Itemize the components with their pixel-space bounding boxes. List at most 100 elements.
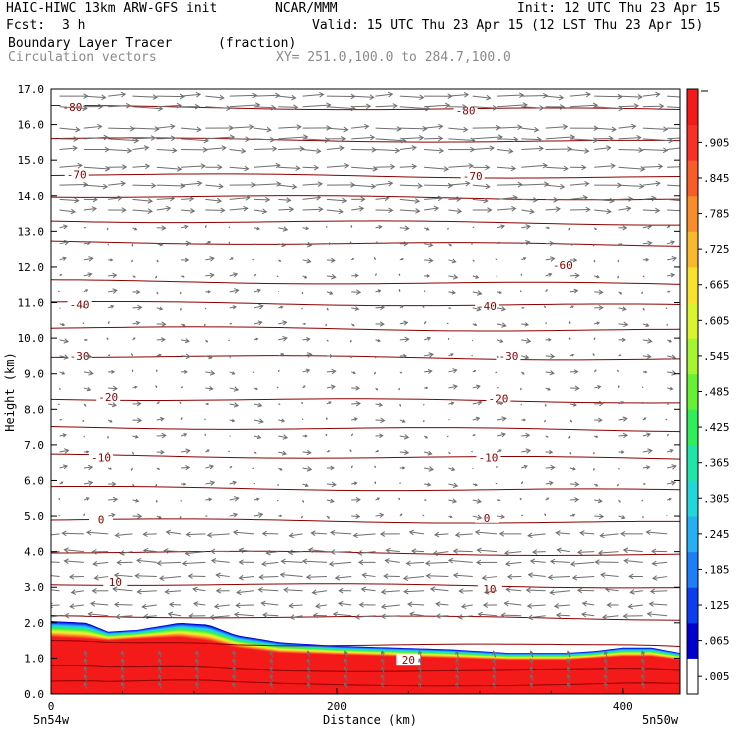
- wind-vector-shaft: [143, 549, 157, 553]
- wind-vector-shaft: [132, 95, 158, 98]
- wind-vector-shaft: [618, 307, 626, 310]
- wind-vector-head: [533, 126, 540, 133]
- temperature-contour: [51, 104, 680, 111]
- wind-vector: [205, 256, 215, 262]
- wind-vector: [326, 162, 350, 169]
- wind-vector-shaft: [461, 604, 473, 608]
- wind-vector: [108, 258, 114, 262]
- wind-vector: [59, 181, 89, 188]
- wind-vector: [51, 602, 60, 609]
- wind-vector: [521, 162, 548, 169]
- wind-vector-head: [643, 482, 646, 485]
- wind-vector: [132, 126, 160, 132]
- wind-vector-shaft: [528, 615, 546, 619]
- wind-vector: [569, 466, 576, 471]
- wind-vector: [306, 666, 311, 674]
- wind-vector-head: [433, 205, 440, 212]
- wind-vector-head: [400, 513, 403, 516]
- wind-vector-head: [498, 530, 505, 537]
- wind-vector: [92, 560, 109, 567]
- colorbar-swatch: [687, 480, 698, 517]
- wind-vector: [403, 588, 425, 595]
- wind-vector: [618, 432, 629, 439]
- wind-vector-head: [232, 480, 238, 486]
- wind-vector-head: [254, 273, 257, 276]
- wind-vector: [618, 103, 640, 109]
- wind-vector-head: [110, 304, 115, 309]
- wind-vector-head: [506, 573, 513, 580]
- wind-vector-head: [176, 166, 183, 172]
- wind-vector: [399, 257, 404, 261]
- wind-vector: [527, 572, 546, 578]
- wind-vector-shaft: [83, 481, 93, 485]
- wind-vector: [374, 481, 377, 485]
- wind-vector-head: [330, 549, 336, 555]
- wind-vector-shaft: [496, 196, 518, 200]
- wind-vector-shaft: [650, 590, 668, 592]
- wind-vector-head: [641, 681, 646, 687]
- wind-vector-head: [418, 658, 423, 663]
- wind-vector: [253, 288, 262, 293]
- wind-vector-head: [566, 666, 571, 671]
- colorbar-label: .065: [703, 635, 730, 648]
- wind-vector-shaft: [156, 323, 166, 325]
- wind-vector: [618, 337, 627, 343]
- wind-vector: [665, 307, 668, 309]
- y-tick-label: 13.0: [18, 225, 45, 238]
- wind-vector-head: [654, 207, 661, 214]
- wind-vector-head: [270, 104, 277, 111]
- wind-vector: [521, 432, 531, 439]
- wind-vector-head: [111, 369, 116, 374]
- wind-vector-shaft: [521, 138, 541, 141]
- wind-vector-shaft: [205, 184, 223, 188]
- wind-vector-head: [455, 650, 460, 655]
- wind-vector: [448, 274, 459, 280]
- contour-label-bg: [460, 170, 485, 182]
- wind-vector-head: [670, 272, 676, 278]
- wind-vector-shaft: [399, 209, 420, 212]
- wind-vector-shaft: [618, 184, 644, 188]
- wind-vector-shaft: [600, 533, 619, 537]
- wind-vector: [472, 384, 481, 390]
- wind-vector: [91, 588, 109, 594]
- wind-vector-head: [151, 182, 157, 189]
- wind-vector: [496, 205, 517, 212]
- wind-vector-head: [330, 257, 336, 263]
- wind-vector-head: [92, 560, 98, 567]
- wind-vector: [521, 92, 549, 99]
- wind-vector-head: [131, 244, 134, 247]
- wind-vector-head: [93, 575, 99, 581]
- wind-vector: [107, 243, 109, 246]
- wind-vector: [302, 241, 313, 248]
- wind-vector: [278, 335, 288, 342]
- wind-vector: [568, 337, 571, 341]
- wind-vector-head: [529, 208, 535, 215]
- y-tick-label: 16.0: [18, 119, 45, 132]
- wind-vector: [326, 291, 334, 295]
- wind-vector-head: [195, 666, 200, 671]
- wind-vector-head: [257, 586, 263, 593]
- wind-vector: [399, 403, 402, 407]
- wind-vector-head: [600, 572, 606, 578]
- wind-vector-head: [327, 340, 329, 342]
- wind-vector-head: [274, 92, 281, 99]
- wind-vector-head: [334, 574, 341, 581]
- wind-vector-head: [255, 387, 258, 390]
- wind-vector: [351, 371, 356, 375]
- wind-vector-head: [88, 464, 94, 471]
- colorbar-swatch: [687, 516, 698, 553]
- wind-vector-shaft: [545, 95, 564, 99]
- wind-vector-shaft: [375, 197, 389, 200]
- wind-vector: [253, 402, 263, 408]
- wind-vector-head: [499, 339, 504, 343]
- wind-vector: [302, 125, 332, 131]
- wind-vector: [380, 673, 385, 681]
- wind-vector: [51, 587, 60, 592]
- wind-vector: [434, 531, 449, 538]
- wind-vector: [446, 435, 449, 438]
- wind-vector-head: [447, 557, 454, 564]
- wind-vector-head: [164, 588, 170, 595]
- wind-vector-shaft: [51, 533, 60, 536]
- wind-vector: [358, 559, 376, 566]
- wind-vector-shaft: [667, 166, 680, 168]
